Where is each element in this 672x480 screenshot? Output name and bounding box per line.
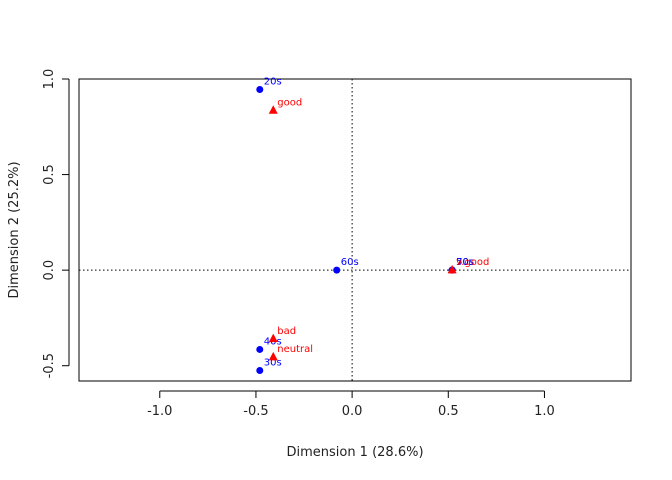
point-marker (268, 105, 278, 114)
point-marker (256, 366, 264, 374)
x-tick-label: -1.0 (147, 404, 172, 419)
point-marker (256, 86, 264, 94)
y-tick-label: -0.5 (42, 353, 57, 378)
point-marker (333, 266, 341, 274)
point-marker (268, 351, 278, 361)
y-tick-label: 0.0 (42, 260, 57, 281)
reference-lines (79, 79, 631, 381)
point-label: neutral (277, 344, 313, 355)
y-tick-label: 1.0 (42, 69, 57, 90)
x-tick-label: 0.5 (438, 404, 459, 419)
point-marker (447, 264, 457, 274)
point-label: 70s (456, 257, 474, 268)
point-label: 50s (456, 257, 474, 268)
point-marker (256, 345, 264, 353)
point-label: bad (277, 326, 296, 337)
x-tick-label: 0.0 (342, 404, 363, 419)
y-axis: -0.5 0.0 0.5 1.0 (42, 69, 70, 378)
y-tick-label: 0.5 (42, 164, 57, 185)
point-label: good (277, 98, 302, 109)
plot-frame (78, 78, 632, 382)
x-axis: -1.0 -0.5 0.0 0.5 1.0 (147, 390, 555, 419)
x-tick-label: 1.0 (534, 404, 555, 419)
x-axis-title: Dimension 1 (28.6%) (286, 445, 423, 460)
point-marker (268, 333, 278, 343)
data-points: 20s30s40s50s60s70sgoodbadneutralv.good (256, 77, 489, 374)
x-tick-label: -0.5 (243, 404, 268, 419)
point-label: 60s (341, 257, 359, 268)
point-label: 30s (264, 357, 282, 368)
point-label: 20s (264, 77, 282, 88)
y-axis-title: Dimension 2 (25.2%) (7, 161, 22, 298)
point-label: v.good (456, 257, 489, 268)
